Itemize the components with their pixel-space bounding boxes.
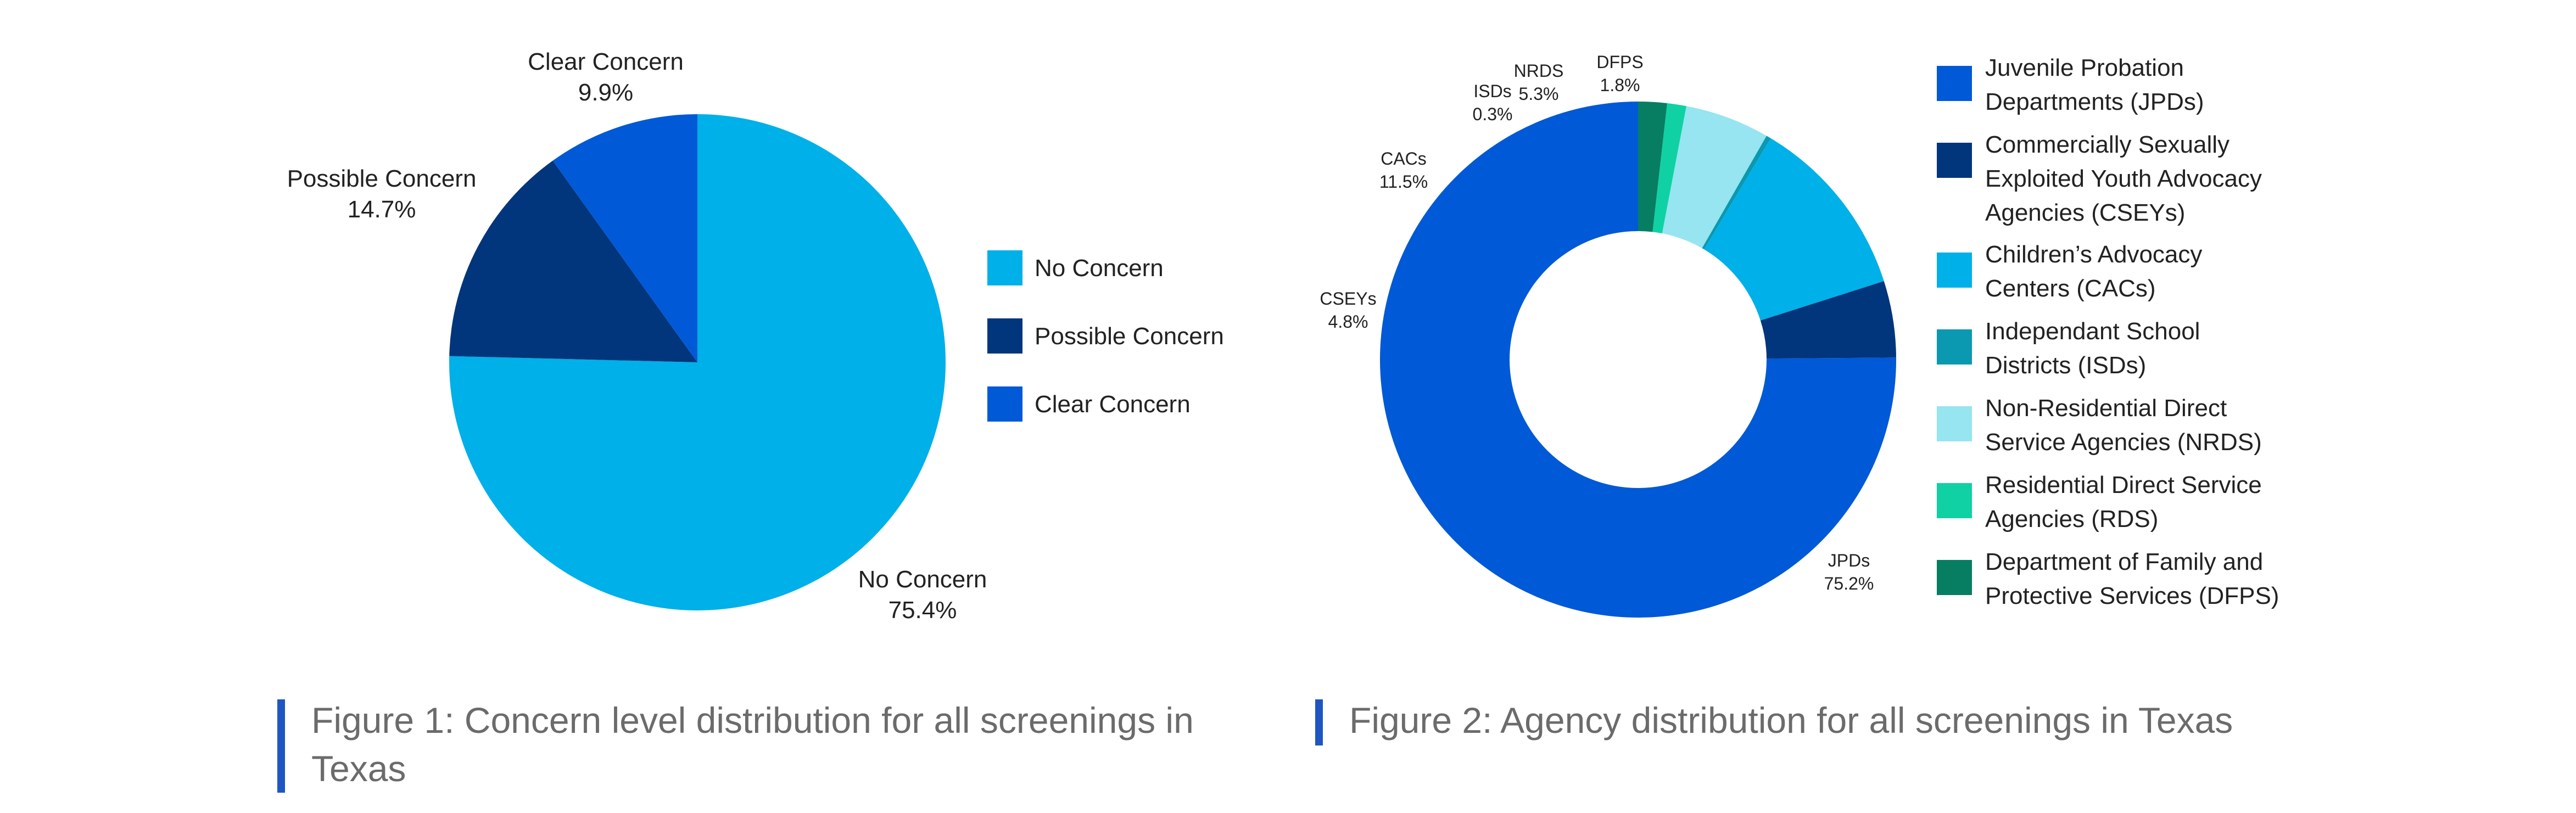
legend-item-3: Independant School Districts (ISDs) [1937, 318, 2200, 379]
label-possible-concern: Possible Concern 14.7% [287, 165, 477, 223]
legend-item-2: Children’s Advocacy Centers (CACs) [1937, 241, 2202, 302]
concern-pie-chart [449, 114, 946, 610]
concern-legend: No Concern Possible Concern Clear Concern [987, 250, 1224, 422]
legend-item-possible-concern: Possible Concern [987, 318, 1224, 354]
slice-isds [1702, 136, 1771, 250]
legend-label: Residential Direct Service Agencies (RDS) [1985, 472, 2262, 532]
label-dfps: DFPS 1.8% [1596, 52, 1643, 95]
label-jpds: JPDs 75.2% [1824, 551, 1874, 593]
slice-cacs [1704, 138, 1884, 321]
caption-accent-bar [277, 699, 285, 793]
legend-label: Commercially Sexually Exploited Youth Adv… [1985, 131, 2262, 226]
legend-swatch [987, 250, 1022, 285]
figure-1-caption: Figure 1: Concern level distribution for… [277, 696, 1282, 793]
legend-label: Clear Concern [1035, 391, 1191, 418]
legend-label: Juvenile Probation Departments (JPDs) [1985, 54, 2204, 115]
legend-swatch [1937, 483, 1972, 518]
legend-item-6: Department of Family and Protective Servi… [1937, 548, 2279, 609]
figure-1-caption-text: Figure 1: Concern level distribution for… [311, 700, 1194, 789]
figure-2-caption-text: Figure 2: Agency distribution for all sc… [1349, 700, 2233, 741]
legend-item-4: Non-Residential Direct Service Agencies (… [1937, 395, 2262, 456]
concern-pie-labels: No Concern 75.4% Possible Concern 14.7% Clea… [287, 48, 987, 624]
caption-accent-bar [1315, 699, 1323, 745]
slice-dfps [1638, 102, 1667, 232]
legend-label: Independant School Districts (ISDs) [1985, 318, 2200, 379]
label-clear-concern: Clear Concern 9.9% [528, 48, 684, 106]
legend-item-1: Commercially Sexually Exploited Youth Adv… [1937, 131, 2262, 226]
legend-item-0: Juvenile Probation Departments (JPDs) [1937, 54, 2204, 115]
slice-rds [1652, 103, 1686, 234]
legend-item-clear-concern: Clear Concern [987, 386, 1191, 422]
slice-jpds [1380, 102, 1896, 618]
legend-swatch [987, 386, 1022, 422]
agency-legend: Juvenile Probation Departments (JPDs) Comm… [1937, 54, 2279, 609]
slice-clear-concern [552, 114, 697, 362]
legend-swatch [1937, 406, 1972, 441]
legend-label: No Concern [1035, 255, 1164, 282]
label-no-concern: No Concern 75.4% [858, 566, 987, 624]
figure-2-caption: Figure 2: Agency distribution for all sc… [1315, 696, 2359, 745]
label-cacs: CACs 11.5% [1379, 149, 1428, 192]
legend-swatch [1937, 329, 1972, 365]
legend-swatch [1937, 253, 1972, 288]
agency-donut-labels: JPDs 75.2% CSEYs 4.8% CACs 11.5% ISDs 0.3%NRDS 5… [1320, 52, 1874, 593]
legend-label: Possible Concern [1035, 323, 1224, 350]
slice-possible-concern [449, 160, 697, 362]
label-isds: ISDs 0.3% [1473, 81, 1513, 124]
legend-swatch [1937, 560, 1972, 595]
agency-donut-chart [1380, 102, 1896, 618]
label-nrds: NRDS 5.3% [1514, 61, 1564, 104]
legend-swatch [987, 318, 1022, 354]
legend-item-5: Residential Direct Service Agencies (RDS) [1937, 472, 2262, 532]
label-cseys: CSEYs 4.8% [1320, 289, 1376, 332]
legend-swatch [1937, 66, 1972, 101]
legend-label: Children’s Advocacy Centers (CACs) [1985, 241, 2202, 302]
legend-item-no-concern: No Concern [987, 250, 1164, 285]
slice-cseys [1760, 281, 1896, 359]
slice-nrds [1662, 106, 1767, 249]
legend-swatch [1937, 143, 1972, 178]
legend-label: Non-Residential Direct Service Agencies (… [1985, 395, 2262, 456]
legend-label: Department of Family and Protective Servi… [1985, 548, 2279, 609]
